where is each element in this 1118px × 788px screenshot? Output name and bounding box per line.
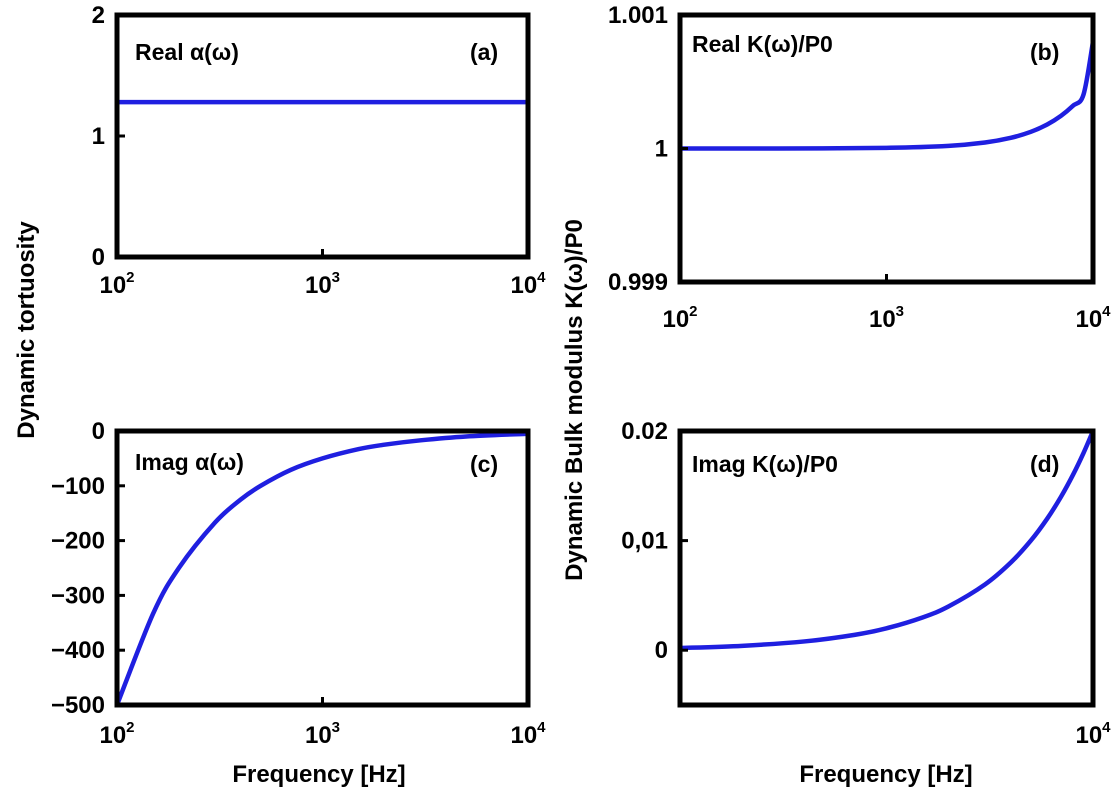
y-tick-label-d-0: 0 <box>655 637 668 664</box>
x-tick-label-a-1: 103 <box>305 269 340 299</box>
x-tick-label-c-2: 104 <box>510 719 546 749</box>
y-tick-label-c-2: −300 <box>51 582 105 609</box>
y-tick-label-c-0: −500 <box>51 692 105 719</box>
plot-frame-d <box>677 428 1096 708</box>
y-tick-label-c-1: −400 <box>51 637 105 664</box>
right-y-axis-title: Dynamic Bulk modulus K(ω)/P0 <box>561 219 588 581</box>
y-tick-label-c-4: −100 <box>51 473 105 500</box>
panel-label-b: (b) <box>1030 39 1059 65</box>
y-tick-label-b-0: 0.999 <box>608 269 668 296</box>
y-tick-label-a-1: 1 <box>92 123 105 150</box>
y-tick-label-b-2: 1.001 <box>608 2 668 29</box>
panel-label-a: (a) <box>470 39 498 65</box>
x-tick-label-b-1: 103 <box>869 303 904 333</box>
y-tick-label-d-2: 0.02 <box>621 418 668 445</box>
bottom-right-x-axis-title: Frequency [Hz] <box>799 761 972 788</box>
chart-panel-c: −500 −400 −300 −200 −100 0 102 103 104 Imag α(ω) (… <box>51 418 546 749</box>
annotation-a: Real α(ω) <box>135 39 239 65</box>
series-line-d-0 <box>680 431 1093 651</box>
y-tick-label-a-0: 0 <box>92 244 105 271</box>
x-tick-label-c-1: 103 <box>305 719 340 749</box>
panel-label-c: (c) <box>470 451 498 477</box>
bottom-left-x-axis-title: Frequency [Hz] <box>232 761 405 788</box>
annotation-d: Imag K(ω)/P0 <box>692 451 838 477</box>
panel-label-d: (d) <box>1030 451 1059 477</box>
y-tick-label-c-3: −200 <box>51 528 105 555</box>
chart-panel-b: 0.999 1 1.001 102 103 104 Real K(ω)/P0 (b) <box>608 2 1111 333</box>
x-tick-label-c-0: 102 <box>99 719 134 749</box>
annotation-b: Real K(ω)/P0 <box>692 31 833 57</box>
x-tick-label-b-2: 104 <box>1075 303 1111 333</box>
chart-panel-d: 0 0,01 0.02 104 Imag K(ω)/P0 (d) <box>621 418 1111 749</box>
left-y-axis-title: Dynamic tortuosity <box>13 221 40 439</box>
annotation-c: Imag α(ω) <box>135 449 244 475</box>
y-tick-label-c-5: 0 <box>92 418 105 445</box>
y-tick-label-b-1: 1 <box>655 136 668 163</box>
y-tick-label-a-2: 2 <box>92 2 105 29</box>
chart-panel-a: 0 1 2 102 103 104 Real α(ω) (a) <box>92 2 547 299</box>
series-line-b-0 <box>680 41 1093 151</box>
x-tick-label-a-0: 102 <box>99 269 134 299</box>
y-tick-label-d-1: 0,01 <box>621 528 668 555</box>
x-tick-label-a-2: 104 <box>510 269 546 299</box>
series-line-c-0 <box>117 431 528 705</box>
x-tick-label-b-0: 102 <box>662 303 697 333</box>
x-tick-label-d-0: 104 <box>1075 719 1111 749</box>
